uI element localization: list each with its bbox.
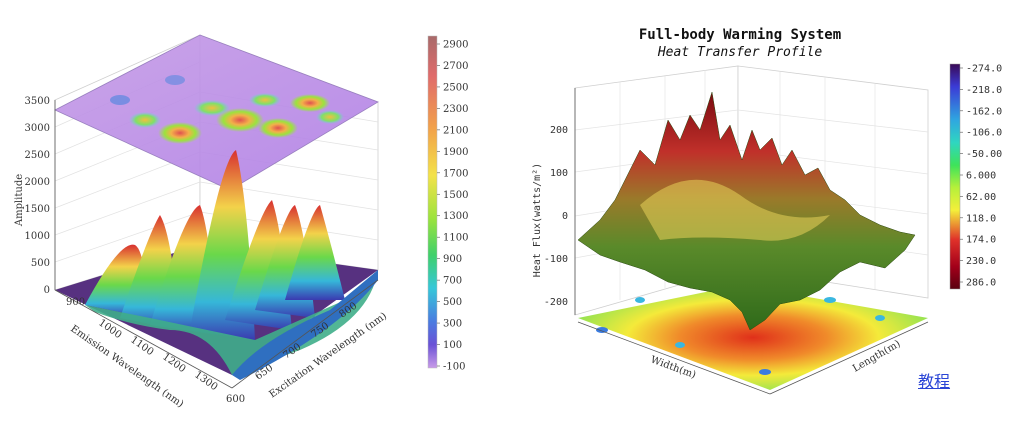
colorbar-tick-label: 1500 [443, 190, 468, 201]
right-z-tick: 200 [550, 125, 568, 136]
right-floor-heatmap [578, 285, 928, 390]
right-surface-highlight [640, 179, 830, 241]
colorbar-tick-label: -106.0 [966, 128, 1002, 139]
colorbar-tick-label: 62.00 [966, 192, 996, 203]
left-colorbar-gradient [427, 35, 438, 369]
left-surface-peaks [85, 150, 378, 380]
left-contour-plane [54, 34, 379, 191]
colorbar-tick-label: -100 [443, 362, 465, 373]
colorbar-tick-label: 100 [443, 340, 462, 351]
left-z-tick: 2500 [25, 150, 50, 161]
left-x-tick: 1300 [192, 369, 219, 393]
left-z-tick: 2000 [25, 177, 50, 188]
colorbar-tick-label: 6.000 [966, 171, 996, 182]
colorbar-tick-label: -50.00 [966, 149, 1002, 160]
right-3d-chart: Full-body Warming System Heat Transfer P… [532, 27, 929, 395]
left-3d-chart: 0 500 1000 1500 2000 2500 3000 3500 Ampl… [14, 34, 389, 410]
colorbar-tick-label: -162.0 [966, 106, 1002, 117]
colorbar-tick-label: 2500 [443, 82, 468, 93]
colorbar-tick-label: 300 [443, 319, 462, 330]
colorbar-tick-label: 700 [443, 276, 462, 287]
colorbar-tick-label: 900 [443, 254, 462, 265]
left-x-tick: 1200 [160, 351, 187, 375]
left-x-tick: 900 [66, 297, 85, 308]
right-z-axis: 200 100 0 -100 -200 Heat Flux(watts/m²) [532, 88, 576, 315]
right-z-tick: -100 [544, 254, 568, 265]
right-z-tick: 0 [562, 211, 568, 222]
right-colorbar: -274.0 -218.0 -162.0 -106.0 -50.00 6.000 62.00… [949, 63, 1002, 290]
left-z-tick: 0 [44, 285, 50, 296]
left-z-tick: 3000 [25, 123, 50, 134]
colorbar-tick-label: 1100 [443, 233, 468, 244]
colorbar-tick-label: 500 [443, 297, 462, 308]
tutorial-link[interactable]: 教程 [918, 372, 951, 391]
left-z-axis: 0 500 1000 1500 2000 2500 3000 3500 Ampl… [14, 96, 56, 296]
colorbar-tick-label: -218.0 [966, 85, 1002, 96]
colorbar-tick-label: 174.0 [966, 235, 996, 246]
left-z-tick: 1500 [25, 204, 50, 215]
left-z-axis-label: Amplitude [14, 174, 25, 227]
right-z-tick: 100 [550, 168, 568, 179]
right-z-axis-label: Heat Flux(watts/m²) [532, 163, 543, 277]
colorbar-tick-label: 1300 [443, 211, 468, 222]
colorbar-tick-label: 1700 [443, 168, 468, 179]
colorbar-tick-label: -274.0 [966, 64, 1002, 75]
left-z-tick: 500 [31, 258, 50, 269]
colorbar-tick-label: 1900 [443, 147, 468, 158]
right-colorbar-gradient [949, 63, 961, 290]
right-floor-spots [596, 297, 885, 375]
colorbar-tick-label: 286.0 [966, 278, 996, 289]
left-y-tick: 600 [226, 394, 245, 405]
colorbar-tick-label: 2900 [443, 40, 468, 51]
left-z-tick: 3500 [25, 96, 50, 107]
left-x-tick: 1000 [96, 317, 123, 341]
colorbar-tick-label: 230.0 [966, 256, 996, 267]
colorbar-tick-label: 2700 [443, 61, 468, 72]
colorbar-tick-label: 2300 [443, 104, 468, 115]
right-colorbar-ticks: -274.0 -218.0 -162.0 -106.0 -50.00 6.000 62.00… [960, 64, 1002, 289]
colorbar-tick-label: 2100 [443, 125, 468, 136]
right-chart-subtitle: Heat Transfer Profile [657, 45, 823, 60]
left-z-tick: 1000 [25, 231, 50, 242]
left-colorbar: 2900 2700 2500 2300 2100 1900 1700 1500 1300 1100… [427, 35, 468, 373]
right-z-tick: -200 [544, 297, 568, 308]
colorbar-tick-label: 118.0 [966, 213, 996, 224]
right-chart-title: Full-body Warming System [639, 27, 841, 43]
left-colorbar-ticks: 2900 2700 2500 2300 2100 1900 1700 1500 1300 1100… [437, 40, 468, 373]
